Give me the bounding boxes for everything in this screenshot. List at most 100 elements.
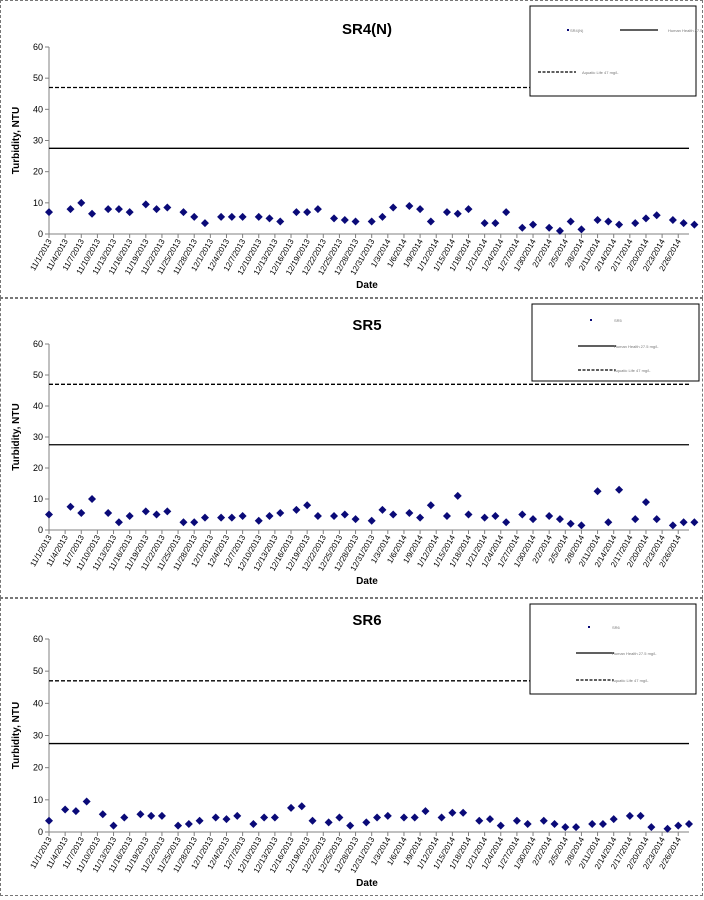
data-point xyxy=(491,512,500,521)
data-point xyxy=(668,521,677,530)
x-axis-label: Date xyxy=(356,878,378,889)
data-point xyxy=(555,226,564,235)
data-point xyxy=(292,208,301,217)
data-point xyxy=(125,512,134,521)
y-tick-label: 40 xyxy=(33,104,43,114)
data-point xyxy=(114,518,123,527)
data-point xyxy=(378,212,387,221)
data-point xyxy=(88,495,97,503)
y-tick-label: 0 xyxy=(38,827,43,837)
chart-title: SR6 xyxy=(352,612,381,629)
data-point xyxy=(265,214,274,223)
data-point xyxy=(238,212,247,221)
data-point xyxy=(480,219,489,228)
legend-label: Human Health 27.5 mg/L xyxy=(612,651,657,656)
data-point xyxy=(340,215,349,224)
y-tick-label: 0 xyxy=(38,525,43,535)
y-axis-label: Turbidity, NTU xyxy=(11,107,22,174)
data-point xyxy=(577,521,586,530)
data-point xyxy=(641,498,650,507)
legend-label: SR4(N) xyxy=(570,28,584,33)
legend-label: Human Health 27.5 mg/L xyxy=(668,28,702,33)
data-point xyxy=(615,485,624,494)
data-point xyxy=(346,821,355,830)
data-point xyxy=(405,201,414,210)
data-point xyxy=(98,810,107,819)
data-point xyxy=(136,810,145,819)
data-point xyxy=(71,807,80,816)
y-tick-label: 50 xyxy=(33,370,43,380)
data-point xyxy=(453,491,462,500)
data-point xyxy=(588,819,597,828)
data-point xyxy=(426,217,435,226)
data-point xyxy=(625,811,634,820)
data-point xyxy=(152,510,161,519)
data-point xyxy=(217,212,226,221)
data-point xyxy=(652,515,661,524)
data-point xyxy=(529,220,538,229)
data-point xyxy=(276,508,285,517)
data-point xyxy=(453,209,462,218)
data-point xyxy=(442,512,451,521)
data-point xyxy=(179,518,188,527)
data-point xyxy=(555,515,564,524)
data-point xyxy=(77,508,86,517)
data-point xyxy=(174,821,183,830)
data-point xyxy=(631,219,640,228)
chart-panel-sr5: SR5 0 10 20 30 40 50 60 Turbidity, NTU 11/1/2013 1… xyxy=(0,298,703,598)
data-point xyxy=(668,215,677,224)
chart-title: SR4(N) xyxy=(342,21,392,38)
data-point xyxy=(340,510,349,519)
data-point xyxy=(104,508,113,517)
data-point xyxy=(254,212,263,221)
data-point xyxy=(227,212,236,221)
data-point xyxy=(292,505,301,514)
x-axis-label: Date xyxy=(356,576,378,587)
y-tick-label: 30 xyxy=(33,136,43,146)
data-point xyxy=(238,512,247,521)
legend-label: Aquatic Life 47 mg/L xyxy=(612,678,649,683)
data-point xyxy=(184,819,193,828)
legend-label: SR6 xyxy=(612,625,621,630)
data-point xyxy=(152,205,161,214)
data-point xyxy=(373,813,382,822)
data-point xyxy=(157,811,166,820)
data-point xyxy=(260,813,269,822)
data-point xyxy=(561,823,570,832)
data-point xyxy=(518,223,527,232)
data-point xyxy=(227,513,236,522)
data-point xyxy=(367,516,376,525)
data-point xyxy=(179,208,188,217)
legend-label: Human Health 27.5 mg/L xyxy=(614,344,659,349)
data-point xyxy=(125,208,134,217)
y-tick-label: 30 xyxy=(33,432,43,442)
data-point xyxy=(539,816,548,825)
data-point xyxy=(523,819,532,828)
data-point xyxy=(421,807,430,816)
data-point xyxy=(550,819,559,828)
data-point xyxy=(330,214,339,223)
data-point xyxy=(426,501,435,510)
data-point xyxy=(566,217,575,226)
data-point xyxy=(615,220,624,229)
data-point xyxy=(410,813,419,822)
data-point xyxy=(480,513,489,522)
legend-label: Aquatic Life 47 mg/L xyxy=(614,368,651,373)
data-point xyxy=(303,208,312,217)
data-point xyxy=(512,816,521,825)
data-point xyxy=(163,507,172,516)
data-point xyxy=(222,815,231,824)
data-point xyxy=(287,803,296,812)
legend-box xyxy=(529,603,697,695)
data-point xyxy=(598,819,607,828)
data-point xyxy=(679,219,688,228)
y-axis-label: Turbidity, NTU xyxy=(11,702,22,769)
data-point xyxy=(529,515,538,524)
data-point xyxy=(270,813,279,822)
data-point xyxy=(330,512,339,521)
data-point xyxy=(200,513,209,522)
data-point xyxy=(114,205,123,214)
data-point xyxy=(303,501,312,510)
data-point xyxy=(249,819,258,828)
